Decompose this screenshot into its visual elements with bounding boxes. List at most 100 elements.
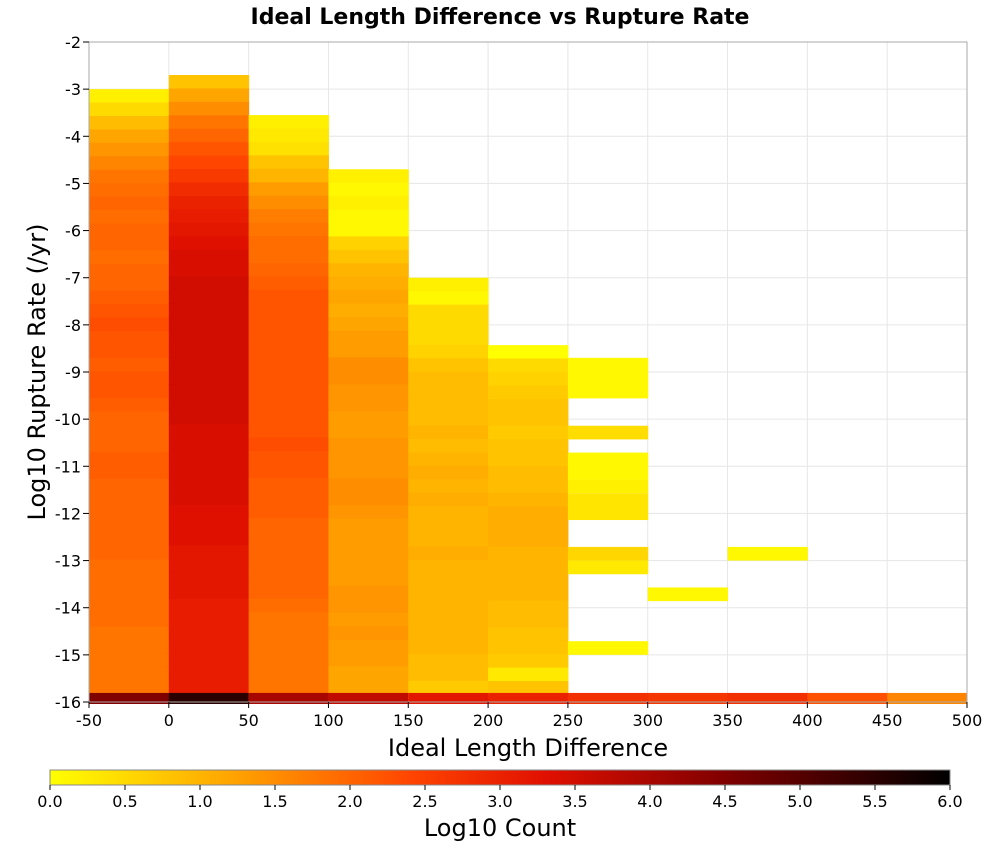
x-axis-ticks: -50 0 50 100 150 200 250 300 350 400 450 500 xyxy=(76,702,982,730)
heatmap-cell xyxy=(328,451,409,466)
heatmap-cell xyxy=(89,492,170,507)
heatmap-cell xyxy=(89,666,170,681)
heatmap-cell xyxy=(89,102,170,117)
heatmap-cell xyxy=(488,533,569,548)
y-tick-label: -13 xyxy=(55,552,81,571)
colorbar-label: Log10 Count xyxy=(424,814,576,842)
heatmap-cell xyxy=(328,263,409,278)
heatmap-cell xyxy=(488,573,569,588)
heatmap-cell xyxy=(168,464,250,479)
heatmap-cell xyxy=(168,263,250,278)
heatmap-cell xyxy=(168,437,250,452)
heatmap-cell xyxy=(168,75,250,90)
heatmap-cell xyxy=(248,639,329,654)
heatmap-cell xyxy=(89,277,170,292)
heatmap-cell xyxy=(408,667,489,682)
heatmap-cell xyxy=(168,128,250,143)
heatmap-cell xyxy=(328,182,409,197)
heatmap-cell xyxy=(408,425,489,440)
heatmap-cell xyxy=(168,491,250,506)
x-tick-label: 350 xyxy=(712,711,743,730)
heatmap-cell xyxy=(488,600,569,615)
x-tick-label: 50 xyxy=(238,711,258,730)
heatmap-cell xyxy=(89,411,170,426)
chart-title: Ideal Length Difference vs Rupture Rate xyxy=(251,5,750,30)
heatmap-cell xyxy=(89,451,170,466)
heatmap-cell xyxy=(328,585,409,600)
heatmap-cell xyxy=(408,559,489,574)
heatmap-cell xyxy=(328,249,409,264)
heatmap-cell xyxy=(89,371,170,386)
heatmap-cell xyxy=(89,613,170,628)
heatmap-cell xyxy=(408,519,489,534)
heatmap-cell xyxy=(168,276,250,291)
heatmap-cell xyxy=(408,277,489,292)
x-tick-label: -50 xyxy=(76,711,102,730)
heatmap-cell xyxy=(567,479,649,494)
heatmap-cell xyxy=(328,397,409,412)
heatmap-cell xyxy=(567,546,649,561)
heatmap-cell xyxy=(168,424,250,439)
heatmap-cell xyxy=(248,182,329,197)
heatmap-cell xyxy=(567,692,649,704)
heatmap-cell xyxy=(328,599,409,614)
heatmap-cell xyxy=(168,692,250,704)
heatmap-cell xyxy=(408,532,489,548)
heatmap-cell xyxy=(488,385,569,400)
heatmap-cell xyxy=(89,438,170,453)
heatmap-cell xyxy=(567,641,649,655)
heatmap-cell xyxy=(248,585,329,600)
y-tick-label: -15 xyxy=(55,646,81,665)
heatmap-cell xyxy=(488,627,569,642)
heatmap-cell xyxy=(248,249,329,264)
heatmap-cell xyxy=(168,182,250,197)
heatmap-cell xyxy=(89,116,170,131)
heatmap-cell xyxy=(328,518,409,533)
heatmap-cell xyxy=(168,666,250,681)
heatmap-cell xyxy=(248,222,329,237)
heatmap-cell xyxy=(248,665,329,680)
heatmap-cell xyxy=(248,692,329,704)
heatmap-cell xyxy=(248,303,329,318)
heatmap-cell xyxy=(248,437,329,452)
heatmap-cell xyxy=(488,439,569,454)
heatmap-cell xyxy=(328,532,409,547)
heatmap-cell xyxy=(328,317,409,332)
heatmap-cell xyxy=(408,385,489,400)
heatmap-cell xyxy=(488,560,569,575)
heatmap-cell xyxy=(408,640,489,655)
heatmap-cell xyxy=(168,195,250,210)
heatmap-cell xyxy=(328,626,409,641)
heatmap-cell xyxy=(168,625,250,640)
heatmap-cell xyxy=(89,250,170,265)
heatmap-cell xyxy=(328,505,409,520)
heatmap-cell xyxy=(89,344,170,359)
heatmap-cell xyxy=(567,452,649,480)
heatmap-cell xyxy=(488,654,569,669)
heatmap-cell xyxy=(89,519,170,534)
heatmap-cell xyxy=(89,89,170,104)
heatmap-cell xyxy=(168,572,250,587)
heatmap-cell xyxy=(89,223,170,238)
heatmap-cell xyxy=(168,451,250,466)
heatmap-cell xyxy=(488,681,569,696)
heatmap-cell xyxy=(248,276,329,291)
heatmap-cell xyxy=(89,653,170,668)
heatmap-cell xyxy=(488,345,569,360)
heatmap-cell xyxy=(248,491,329,506)
heatmap-cell xyxy=(89,129,170,144)
heatmap-cell xyxy=(248,168,329,183)
heatmap-cell xyxy=(328,169,409,184)
y-tick-label: -4 xyxy=(65,127,81,146)
heatmap-cell xyxy=(248,571,329,586)
heatmap-cell xyxy=(488,586,569,602)
heatmap-cell xyxy=(89,196,170,211)
heatmap-cell xyxy=(89,210,170,225)
heatmap-cell xyxy=(248,450,329,465)
heatmap-cell xyxy=(408,398,489,413)
heatmap-cell xyxy=(168,88,250,103)
heatmap-cell xyxy=(328,370,409,385)
x-tick-label: 250 xyxy=(553,711,584,730)
heatmap-cell xyxy=(89,290,170,305)
